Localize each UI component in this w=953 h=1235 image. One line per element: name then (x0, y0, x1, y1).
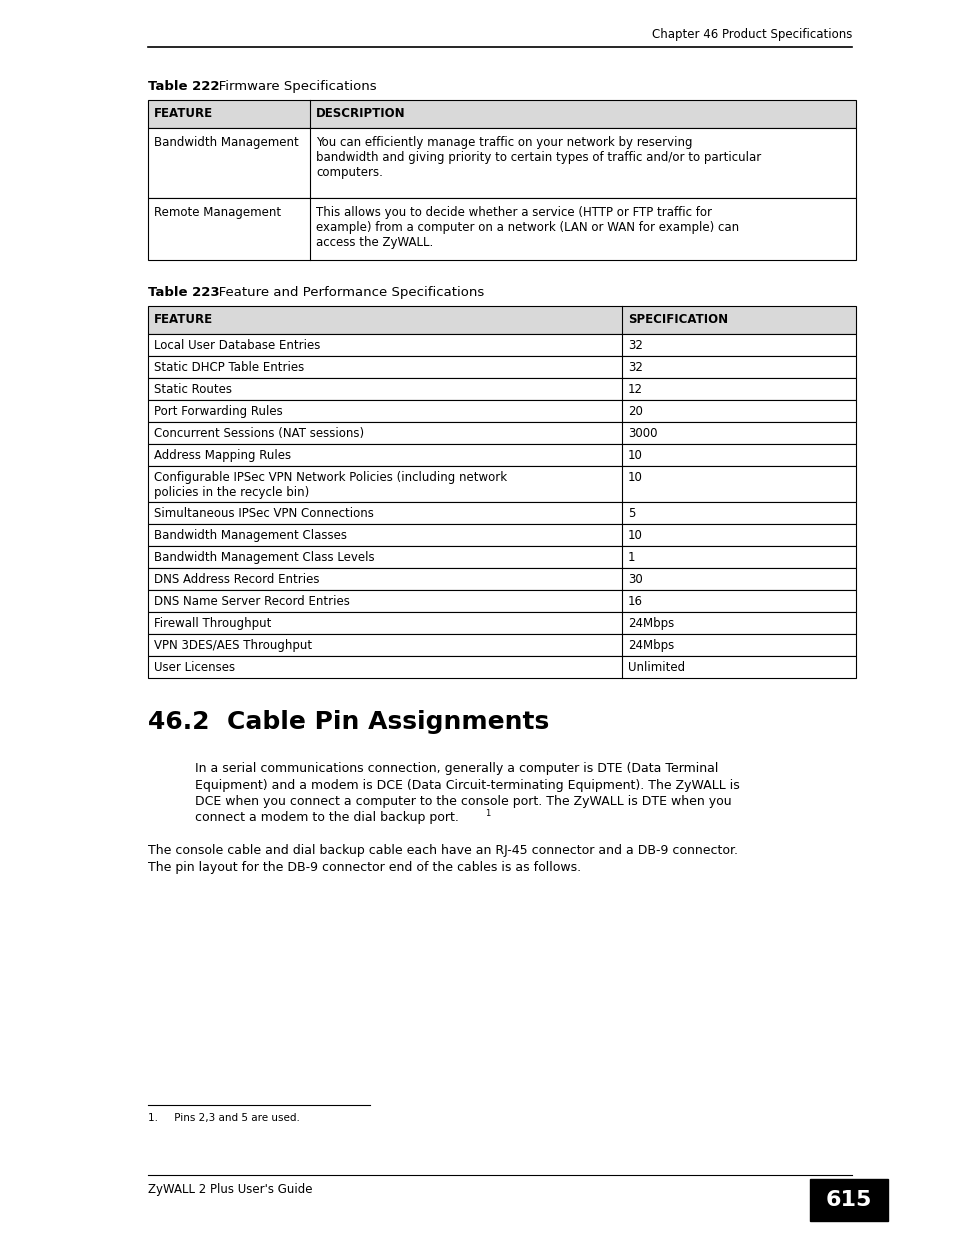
Text: Firmware Specifications: Firmware Specifications (206, 80, 376, 93)
Text: Static DHCP Table Entries: Static DHCP Table Entries (153, 361, 304, 374)
Bar (148, 466, 855, 501)
Text: 32: 32 (627, 338, 642, 352)
Text: 16: 16 (627, 595, 642, 608)
Text: Bandwidth Management: Bandwidth Management (153, 136, 298, 149)
Bar (148, 100, 855, 128)
Bar (148, 333, 855, 356)
Bar (148, 613, 855, 634)
Bar (148, 128, 855, 198)
Text: 24Mbps: 24Mbps (627, 638, 674, 652)
Text: Table 223: Table 223 (148, 287, 219, 299)
Bar (148, 400, 855, 422)
Bar (148, 546, 855, 568)
Text: The console cable and dial backup cable each have an RJ-45 connector and a DB-9 : The console cable and dial backup cable … (148, 844, 738, 857)
Bar (148, 524, 855, 546)
Text: Port Forwarding Rules: Port Forwarding Rules (153, 405, 282, 417)
Text: ZyWALL 2 Plus User's Guide: ZyWALL 2 Plus User's Guide (148, 1183, 313, 1195)
Text: Bandwidth Management Class Levels: Bandwidth Management Class Levels (153, 551, 375, 564)
Text: connect a modem to the dial backup port.: connect a modem to the dial backup port. (194, 811, 458, 825)
Text: Chapter 46 Product Specifications: Chapter 46 Product Specifications (651, 28, 851, 41)
Text: FEATURE: FEATURE (153, 107, 213, 120)
Text: VPN 3DES/AES Throughput: VPN 3DES/AES Throughput (153, 638, 312, 652)
Text: User Licenses: User Licenses (153, 661, 234, 674)
Text: DNS Address Record Entries: DNS Address Record Entries (153, 573, 319, 585)
Text: 10: 10 (627, 450, 642, 462)
Text: SPECIFICATION: SPECIFICATION (627, 312, 727, 326)
Text: FEATURE: FEATURE (153, 312, 213, 326)
Text: 20: 20 (627, 405, 642, 417)
Text: 3000: 3000 (627, 427, 657, 440)
Text: You can efficiently manage traffic on your network by reserving
bandwidth and gi: You can efficiently manage traffic on yo… (315, 136, 760, 179)
Bar (148, 378, 855, 400)
Bar (148, 445, 855, 466)
Bar (148, 306, 855, 333)
Text: 615: 615 (825, 1191, 871, 1210)
Text: 1.     Pins 2,3 and 5 are used.: 1. Pins 2,3 and 5 are used. (148, 1113, 299, 1123)
Text: DNS Name Server Record Entries: DNS Name Server Record Entries (153, 595, 350, 608)
Text: 10: 10 (627, 471, 642, 484)
Bar (809, 1179, 887, 1221)
Text: Table 222: Table 222 (148, 80, 219, 93)
Text: Address Mapping Rules: Address Mapping Rules (153, 450, 291, 462)
Text: Unlimited: Unlimited (627, 661, 684, 674)
Text: DESCRIPTION: DESCRIPTION (315, 107, 405, 120)
Text: 1: 1 (627, 551, 635, 564)
Text: 12: 12 (627, 383, 642, 396)
Text: This allows you to decide whether a service (HTTP or FTP traffic for
example) fr: This allows you to decide whether a serv… (315, 206, 739, 249)
Text: Feature and Performance Specifications: Feature and Performance Specifications (206, 287, 484, 299)
Text: 32: 32 (627, 361, 642, 374)
Bar (148, 590, 855, 613)
Text: Concurrent Sessions (NAT sessions): Concurrent Sessions (NAT sessions) (153, 427, 364, 440)
Text: 30: 30 (627, 573, 642, 585)
Bar (148, 656, 855, 678)
Bar (148, 422, 855, 445)
Text: 46.2  Cable Pin Assignments: 46.2 Cable Pin Assignments (148, 710, 549, 734)
Text: In a serial communications connection, generally a computer is DTE (Data Termina: In a serial communications connection, g… (194, 762, 718, 776)
Text: Local User Database Entries: Local User Database Entries (153, 338, 320, 352)
Text: DCE when you connect a computer to the console port. The ZyWALL is DTE when you: DCE when you connect a computer to the c… (194, 795, 731, 808)
Text: Remote Management: Remote Management (153, 206, 281, 219)
Bar (148, 356, 855, 378)
Text: 10: 10 (627, 529, 642, 542)
Bar (148, 501, 855, 524)
Text: 5: 5 (627, 508, 635, 520)
Text: Simultaneous IPSec VPN Connections: Simultaneous IPSec VPN Connections (153, 508, 374, 520)
Bar (148, 568, 855, 590)
Bar (148, 198, 855, 261)
Bar (148, 634, 855, 656)
Text: Static Routes: Static Routes (153, 383, 232, 396)
Text: 24Mbps: 24Mbps (627, 618, 674, 630)
Text: The pin layout for the DB-9 connector end of the cables is as follows.: The pin layout for the DB-9 connector en… (148, 861, 580, 873)
Text: Equipment) and a modem is DCE (Data Circuit-terminating Equipment). The ZyWALL i: Equipment) and a modem is DCE (Data Circ… (194, 778, 739, 792)
Text: Bandwidth Management Classes: Bandwidth Management Classes (153, 529, 347, 542)
Text: Configurable IPSec VPN Network Policies (including network
policies in the recyc: Configurable IPSec VPN Network Policies … (153, 471, 507, 499)
Text: Firewall Throughput: Firewall Throughput (153, 618, 271, 630)
Text: 1: 1 (484, 809, 490, 819)
